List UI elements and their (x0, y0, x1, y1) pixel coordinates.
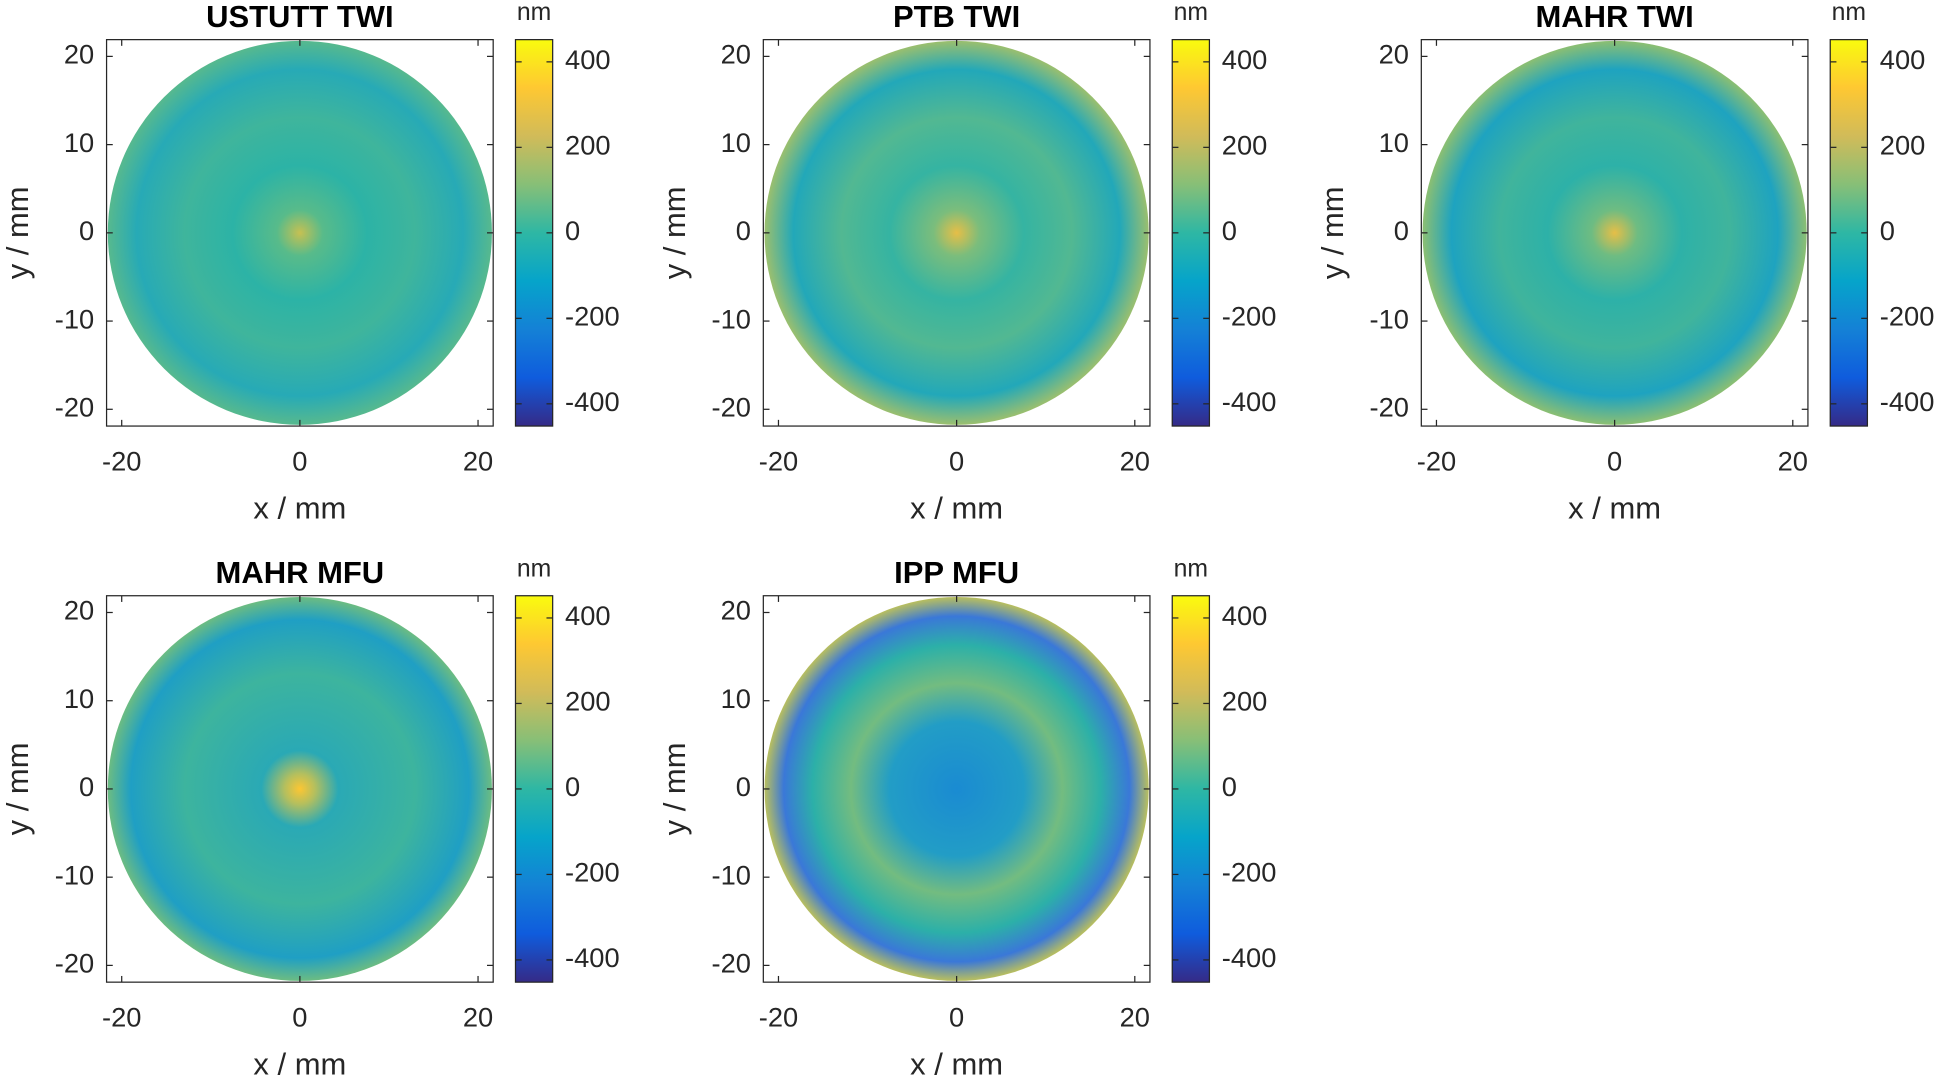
colorbar-tick-label: 200 (1880, 130, 1925, 161)
x-tick-label: -20 (102, 445, 141, 476)
x-tick-label: 0 (1607, 445, 1622, 476)
x-tick-label: -20 (1417, 445, 1456, 476)
x-tick-label: 0 (292, 445, 307, 476)
y-tick-label: 10 (1379, 127, 1409, 158)
colorbar (1171, 39, 1211, 427)
y-axis-label: y / mm (657, 743, 692, 836)
colorbar-tick-label: 0 (565, 215, 580, 246)
x-tick-label: 20 (463, 1002, 493, 1033)
y-tick-label: -10 (712, 303, 751, 334)
x-tick-label: -20 (102, 1002, 141, 1033)
colorbar-tick-label: 200 (565, 686, 610, 717)
colorbar-label: nm (517, 0, 551, 26)
colorbar-tick-label: 400 (565, 600, 610, 631)
x-tick-label: 20 (1778, 445, 1808, 476)
x-axis-label: x / mm (253, 1047, 346, 1080)
y-tick-label: 0 (736, 771, 751, 802)
y-tick-label: 20 (64, 39, 94, 70)
y-tick-label: -10 (1370, 303, 1409, 334)
y-tick-label: 0 (79, 215, 94, 246)
x-tick-label: 20 (463, 445, 493, 476)
colorbar-tick-label: -200 (1222, 857, 1277, 888)
y-tick-label: -20 (55, 392, 94, 423)
y-tick-label: 10 (64, 127, 94, 158)
y-tick-label: 10 (721, 683, 751, 714)
colorbar-tick-label: 0 (565, 771, 580, 802)
colorbar-tick-label: 400 (1222, 44, 1267, 75)
y-tick-label: 0 (79, 771, 94, 802)
colorbar-tick-label: -400 (565, 386, 620, 417)
colorbar-tick-label: -400 (1880, 386, 1935, 417)
x-tick-label: 0 (949, 445, 964, 476)
y-tick-label: 20 (64, 595, 94, 626)
x-axis-label: x / mm (910, 490, 1003, 525)
colorbar-tick-label: -400 (1222, 942, 1277, 973)
surface-map (107, 40, 492, 425)
colorbar-tick-label: -200 (1222, 301, 1277, 332)
colorbar-tick-label: 200 (1222, 130, 1267, 161)
surface-map (107, 596, 492, 981)
y-tick-label: 0 (736, 215, 751, 246)
colorbar-tick-label: 400 (1222, 600, 1267, 631)
y-tick-label: -10 (55, 303, 94, 334)
x-axis-label: x / mm (910, 1047, 1003, 1080)
colorbar-label: nm (1174, 0, 1208, 26)
y-axis-label: y / mm (0, 186, 35, 279)
colorbar-tick-label: 400 (565, 44, 610, 75)
surface-map (764, 596, 1149, 981)
surface-map (1422, 40, 1807, 425)
chart-title: USTUTT TWI (206, 0, 394, 34)
colorbar-tick-label: 200 (565, 130, 610, 161)
colorbar-tick-label: 400 (1880, 44, 1925, 75)
y-tick-label: 0 (1394, 215, 1409, 246)
x-tick-label: 0 (949, 1002, 964, 1033)
x-axis-label: x / mm (1568, 490, 1661, 525)
chart-title: MAHR MFU (216, 555, 385, 590)
x-tick-label: 20 (1120, 1002, 1150, 1033)
y-tick-label: -20 (712, 392, 751, 423)
chart-title: IPP MFU (894, 555, 1019, 590)
y-tick-label: -20 (55, 948, 94, 979)
colorbar-label: nm (1832, 0, 1866, 26)
colorbar-tick-label: 0 (1222, 215, 1237, 246)
x-tick-label: -20 (759, 445, 798, 476)
y-tick-label: -20 (712, 948, 751, 979)
y-tick-label: -10 (55, 859, 94, 890)
y-axis-label: y / mm (1315, 186, 1350, 279)
y-tick-label: 20 (1379, 39, 1409, 70)
y-tick-label: -20 (1370, 392, 1409, 423)
y-tick-label: -10 (712, 859, 751, 890)
y-tick-label: 20 (721, 39, 751, 70)
colorbar-tick-label: -200 (565, 301, 620, 332)
colorbar-tick-label: -400 (1222, 386, 1277, 417)
y-tick-label: 20 (721, 595, 751, 626)
surface-map (764, 40, 1149, 425)
y-axis-label: y / mm (0, 743, 35, 836)
colorbar-tick-label: -400 (565, 942, 620, 973)
chart-title: MAHR TWI (1535, 0, 1693, 34)
y-tick-label: 10 (721, 127, 751, 158)
x-axis-label: x / mm (253, 490, 346, 525)
y-axis-label: y / mm (657, 186, 692, 279)
x-tick-label: -20 (759, 1002, 798, 1033)
y-tick-label: 10 (64, 683, 94, 714)
x-tick-label: 20 (1120, 445, 1150, 476)
colorbar-tick-label: -200 (565, 857, 620, 888)
chart-title: PTB TWI (893, 0, 1020, 34)
colorbar-label: nm (517, 555, 551, 582)
colorbar-tick-label: 0 (1880, 215, 1895, 246)
colorbar-tick-label: -200 (1880, 301, 1935, 332)
x-tick-label: 0 (292, 1002, 307, 1033)
colorbar-label: nm (1174, 555, 1208, 582)
colorbar-tick-label: 0 (1222, 771, 1237, 802)
colorbar-tick-label: 200 (1222, 686, 1267, 717)
